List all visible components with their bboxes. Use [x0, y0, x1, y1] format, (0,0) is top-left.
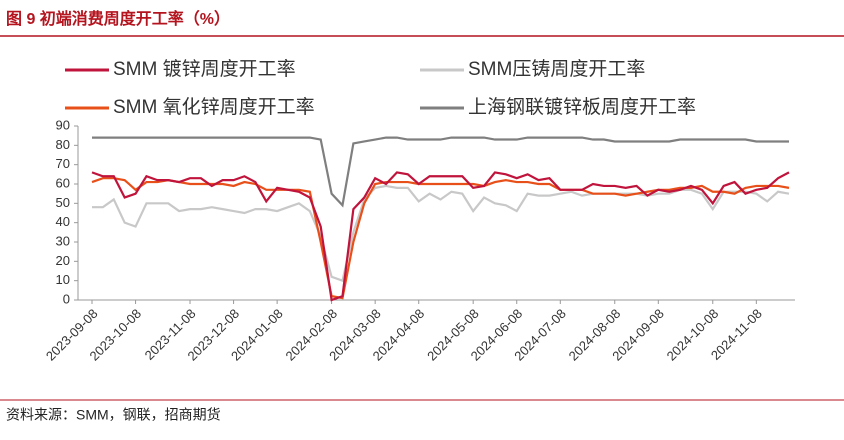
- legend-label: SMM 镀锌周度开工率: [113, 58, 296, 80]
- series-line: [92, 184, 790, 283]
- y-tick-label: 90: [56, 117, 70, 132]
- y-tick-label: 10: [56, 272, 70, 287]
- series-line: [91, 177, 790, 300]
- y-tick-label: 60: [56, 175, 70, 190]
- chart-title: 图 9 初端消费周度开工率（%）: [6, 9, 230, 28]
- legend-label: SMM压铸周度开工率: [468, 58, 645, 80]
- legend-label: 上海钢联镀锌板周度开工率: [468, 96, 696, 118]
- y-tick-label: 80: [56, 137, 70, 152]
- y-tick-label: 40: [56, 214, 70, 229]
- series-line: [92, 136, 789, 208]
- y-tick-label: 0: [63, 291, 70, 306]
- legend-label: SMM 氧化锌周度开工率: [113, 96, 315, 118]
- y-tick-label: 50: [56, 195, 70, 210]
- series-line: [91, 171, 790, 302]
- y-tick-label: 70: [56, 156, 70, 171]
- source: 资料来源：SMM，钢联，招商期货: [6, 407, 221, 423]
- y-tick-label: 20: [56, 253, 70, 268]
- y-tick-label: 30: [56, 233, 70, 248]
